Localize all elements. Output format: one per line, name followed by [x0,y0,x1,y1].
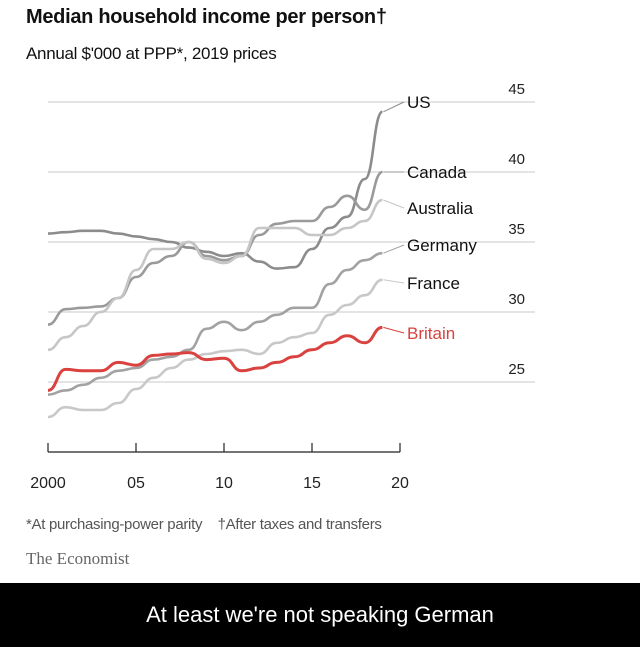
footnotes: *At purchasing-power parity †After taxes… [26,516,382,533]
series-label-australia: Australia [407,199,474,218]
series-label-britain: Britain [407,324,455,343]
series-leader-france [383,279,405,284]
series-label-france: France [407,274,460,293]
series-leader-germany [383,244,405,254]
series-label-us: US [407,93,431,112]
y-tick-label: 40 [508,151,525,168]
series-label-canada: Canada [407,163,467,182]
series-line-canada [47,170,384,326]
series-line-germany [47,251,383,396]
meme-caption-banner: At least we're not speaking German [0,583,640,647]
footnote-ppp: *At purchasing-power parity [26,516,203,533]
series-line-australia [47,198,383,352]
chart-subtitle: Annual $'000 at PPP*, 2019 prices [26,44,277,63]
series-line-france [47,278,383,419]
series-line-britain [47,325,383,392]
x-tick-label: 05 [127,475,145,492]
y-tick-label: 45 [508,81,525,98]
series-leader-britain [383,326,405,334]
series-line-us [47,110,384,270]
x-tick-label: 15 [303,475,321,492]
series-label-germany: Germany [407,236,477,255]
series-leader-australia [383,199,405,209]
chart-title: Median household income per person† [26,6,387,28]
meme-caption: At least we're not speaking German [146,602,494,627]
source-label: The Economist [26,549,130,568]
footnote-income: †After taxes and transfers [217,516,382,533]
x-tick-label: 20 [391,475,409,492]
y-tick-label: 25 [508,361,525,378]
line-chart: 25 30 35 40 45 2000 05 10 15 20 US Canada Australia G… [30,81,535,492]
y-tick-label: 30 [508,291,525,308]
series-leader-us [383,101,405,113]
y-tick-label: 35 [508,221,525,238]
x-tick-label: 2000 [30,475,66,492]
x-tick-label: 10 [215,475,233,492]
